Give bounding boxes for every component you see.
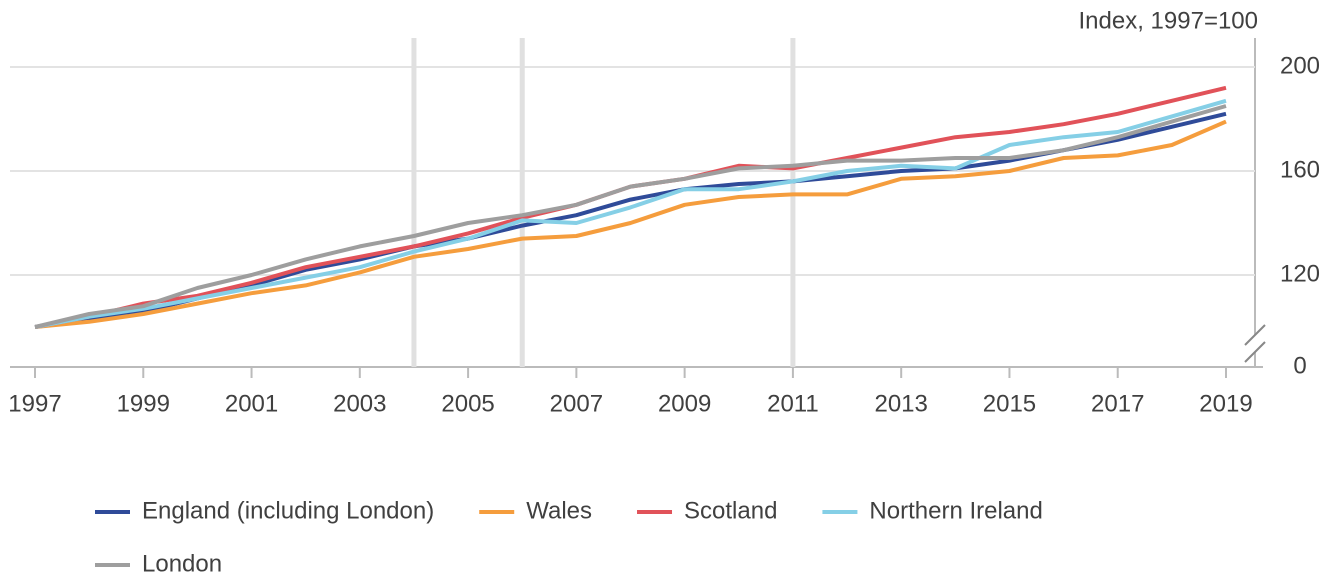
y-tick-label: 160 xyxy=(1280,156,1320,183)
legend-label: Wales xyxy=(526,497,592,524)
axis-break xyxy=(1244,324,1266,346)
series-line xyxy=(34,104,1227,329)
x-tick-label: 2007 xyxy=(550,390,603,417)
series-line xyxy=(34,98,1227,329)
x-tick-label: 2003 xyxy=(333,390,386,417)
legend-label: England (including London) xyxy=(142,497,434,524)
y-tick-label: 120 xyxy=(1280,260,1320,287)
legend-label: Northern Ireland xyxy=(869,497,1042,524)
x-tick-label: 1999 xyxy=(117,390,170,417)
legend-label: Scotland xyxy=(684,497,777,524)
series-line xyxy=(34,119,1227,329)
y-tick-label: 0 xyxy=(1293,352,1306,379)
x-tick-label: 1997 xyxy=(8,390,61,417)
y-tick-label: 200 xyxy=(1280,52,1320,79)
x-tick-label: 2001 xyxy=(225,390,278,417)
axis-break xyxy=(1244,341,1266,363)
x-tick-label: 2013 xyxy=(874,390,927,417)
x-tick-label: 2005 xyxy=(441,390,494,417)
y-axis-label: Index, 1997=100 xyxy=(1079,7,1259,34)
x-tick-label: 2017 xyxy=(1091,390,1144,417)
x-tick-label: 2015 xyxy=(983,390,1036,417)
x-tick-label: 2011 xyxy=(767,390,819,417)
x-tick-label: 2019 xyxy=(1199,390,1252,417)
x-tick-label: 2009 xyxy=(658,390,711,417)
legend-label: London xyxy=(142,550,222,575)
